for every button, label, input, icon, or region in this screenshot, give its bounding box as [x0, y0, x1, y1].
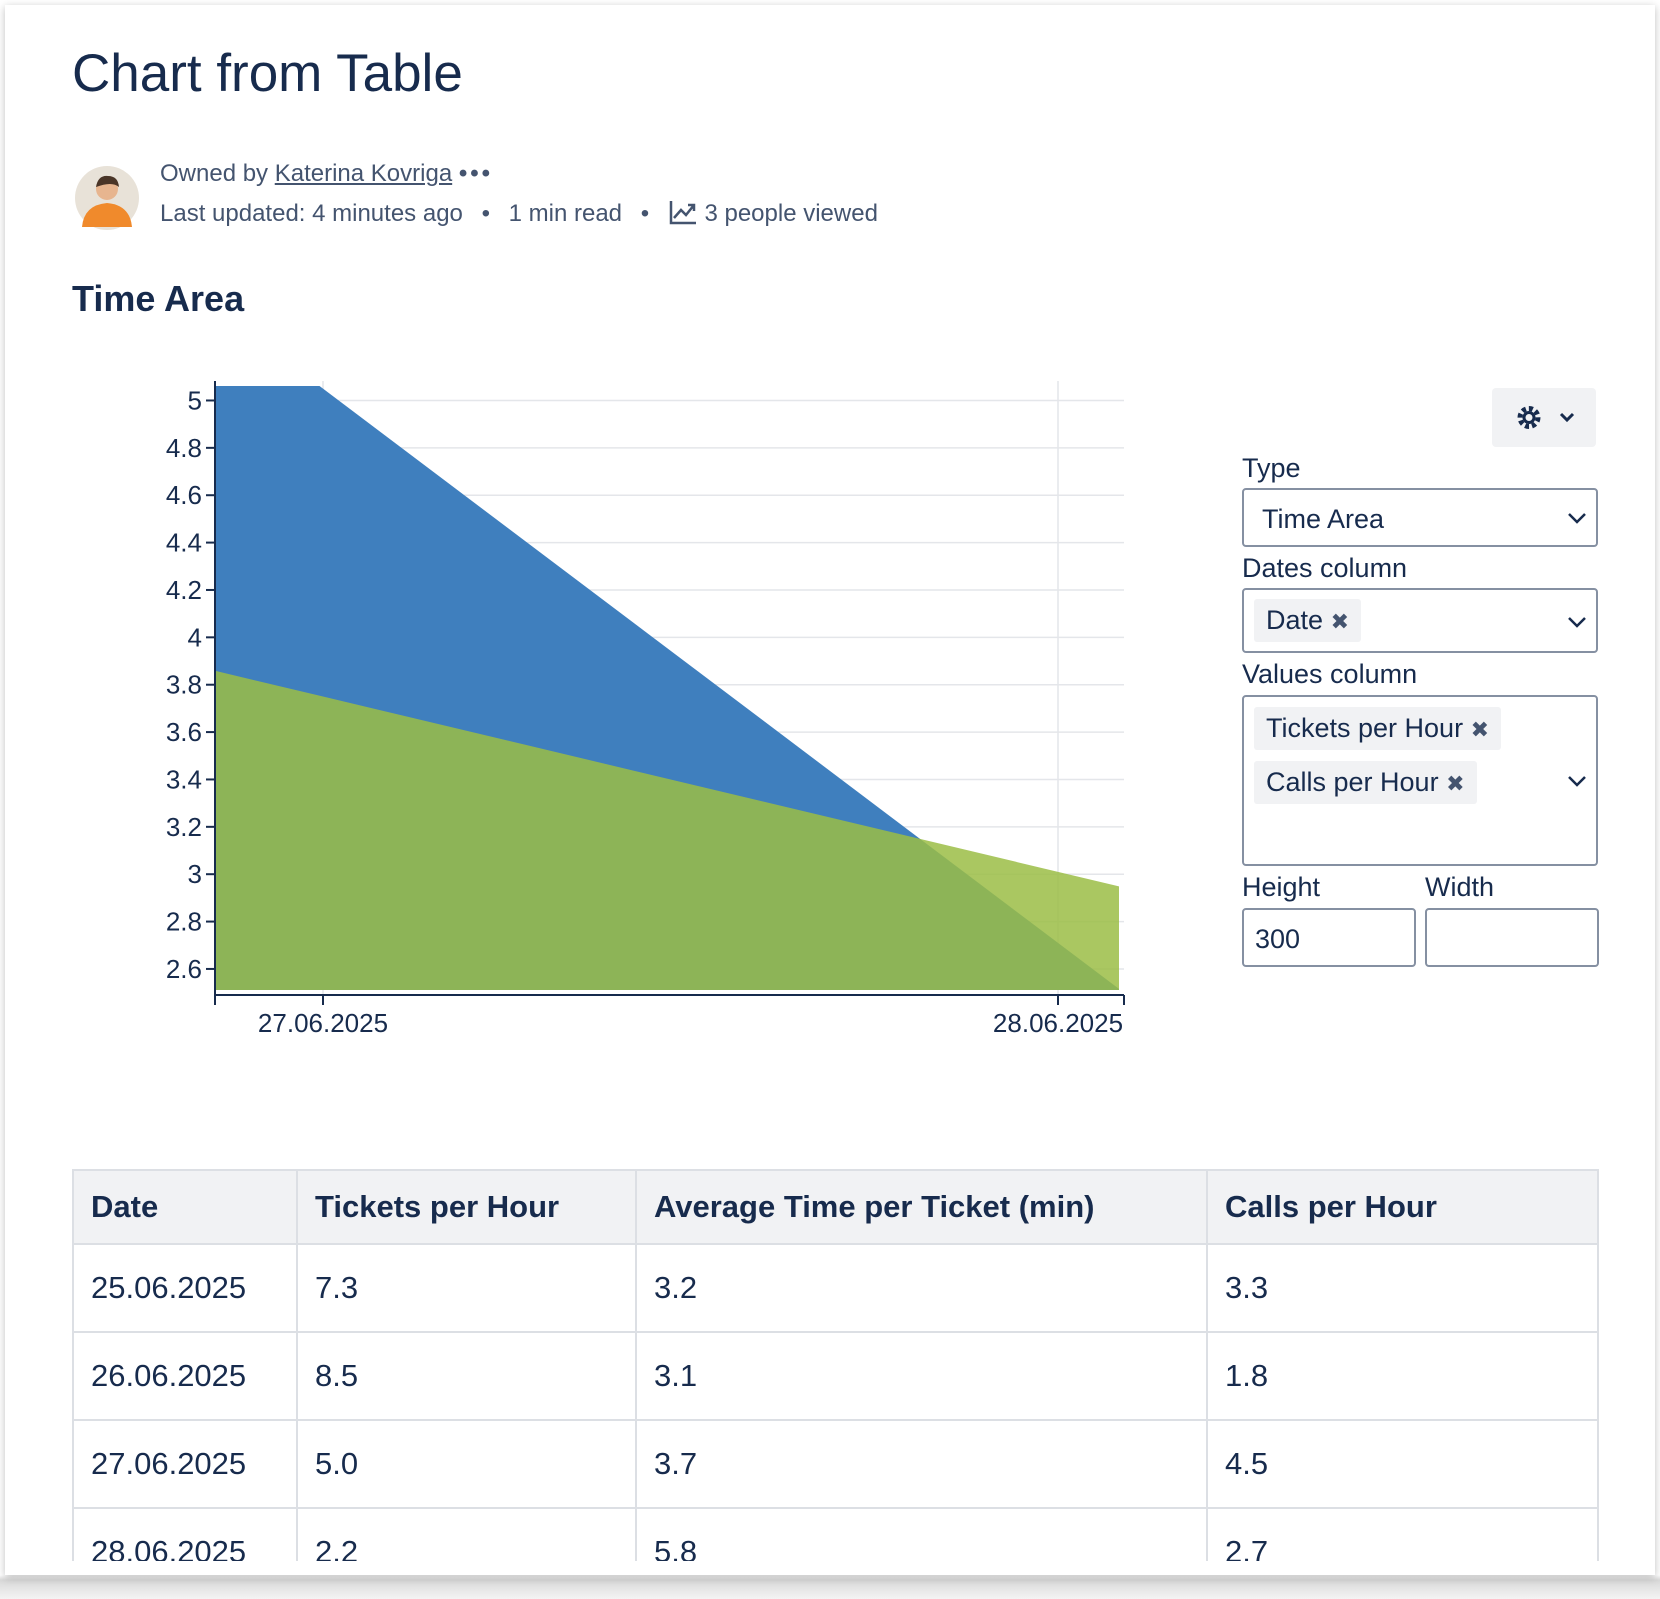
column-header: Calls per Hour [1206, 1169, 1599, 1245]
separator: • [640, 200, 650, 227]
chevron [1568, 617, 1586, 628]
table-cell: 3.1 [635, 1331, 1208, 1421]
area-series [215, 670, 1119, 990]
page-title: Chart from Table [72, 44, 463, 103]
remove-tag[interactable]: ✖ [1446, 771, 1465, 796]
y-tick-label: 2.8 [166, 907, 202, 937]
values-label: Values column [1242, 659, 1418, 689]
y-tick-label: 4.4 [166, 528, 202, 558]
analytics-icon [669, 201, 696, 225]
meta-line: Last updated: 4 minutes ago • 1 min read… [160, 198, 878, 228]
table-cell: 3.2 [635, 1243, 1208, 1333]
column-header: Average Time per Ticket (min) [635, 1169, 1208, 1245]
read-time: 1 min read [508, 200, 623, 227]
chevron [1568, 513, 1586, 524]
type-label: Type [1242, 453, 1301, 483]
table-row: 27.06.2025 5.0 3.7 4.5 [72, 1419, 1599, 1509]
table-row: 26.06.2025 8.5 3.1 1.8 [72, 1331, 1599, 1421]
table-cell: 2.2 [296, 1507, 637, 1561]
x-tick-label: 27.06.2025 [258, 1008, 388, 1038]
table-wrap: Date Tickets per Hour Average Time per Tic… [72, 1169, 1600, 1561]
table-cell: 5.8 [635, 1507, 1208, 1561]
table-row: 28.06.2025 2.2 5.8 2.7 [72, 1507, 1599, 1561]
tag-text: Calls per Hour [1266, 767, 1439, 797]
height-value: 300 [1255, 924, 1301, 954]
value-tag: Tickets per Hour ✖ [1254, 707, 1502, 750]
chart: 2.6 2.8 3 3.2 3.4 3.6 3.8 4 4.2 4.4 4.6 4.8 5 27.06.2… [166, 381, 1125, 1038]
more-menu[interactable]: ••• [458, 160, 494, 187]
value-tag: Calls per Hour ✖ [1254, 761, 1477, 804]
width-input[interactable] [1425, 908, 1599, 967]
y-tick-label: 3.6 [166, 717, 202, 747]
avatar[interactable] [74, 165, 140, 231]
column-header: Tickets per Hour [296, 1169, 637, 1245]
values-select[interactable]: Tickets per Hour ✖ Calls per Hour ✖ [1242, 695, 1598, 866]
remove-tag[interactable]: ✖ [1330, 609, 1349, 634]
table-cell: 5.0 [296, 1419, 637, 1509]
table-cell: 26.06.2025 [72, 1331, 298, 1421]
type-value: Time Area [1262, 504, 1385, 534]
header-row: Date Tickets per Hour Average Time per Tic… [72, 1169, 1599, 1245]
table-cell: 25.06.2025 [72, 1243, 298, 1333]
table-cell: 7.3 [296, 1243, 637, 1333]
type-select[interactable]: Time Area [1242, 488, 1598, 547]
table-cell: 4.5 [1206, 1419, 1599, 1509]
y-tick-label: 5 [188, 385, 202, 415]
plot-area [215, 386, 1119, 990]
height-label: Height [1242, 872, 1321, 902]
owner-link[interactable]: Katerina Kovriga [274, 160, 453, 187]
chevron [1568, 776, 1586, 787]
last-updated: Last updated: 4 minutes ago [160, 200, 463, 227]
width-label: Width [1425, 872, 1495, 902]
section-title: Time Area [72, 278, 245, 319]
page-card: Chart from Table Owned by Katerina Kovri… [5, 5, 1655, 1575]
y-tick-label: 4.8 [166, 433, 202, 463]
settings-button[interactable] [1492, 388, 1596, 447]
tag-text: Tickets per Hour [1266, 713, 1464, 743]
gear-icon [1517, 406, 1575, 429]
table-cell: 2.7 [1206, 1507, 1599, 1561]
y-tick-label: 3.2 [166, 812, 202, 842]
table-cell: 28.06.2025 [72, 1507, 298, 1561]
table-cell: 3.3 [1206, 1243, 1599, 1333]
height-input[interactable]: 300 [1242, 908, 1416, 967]
separator: • [481, 200, 490, 227]
y-tick-label: 3.4 [166, 764, 202, 794]
y-tick-label: 3 [188, 859, 202, 889]
table-cell: 8.5 [296, 1331, 637, 1421]
y-tick-label: 3.8 [166, 670, 202, 700]
tag-text: Date [1266, 605, 1324, 635]
y-tick-label: 4.2 [166, 575, 202, 605]
table-cell: 1.8 [1206, 1331, 1599, 1421]
owner-prefix: Owned by [160, 160, 269, 187]
remove-tag[interactable]: ✖ [1470, 717, 1490, 742]
y-tick-label: 2.6 [166, 954, 202, 984]
table-row: 25.06.2025 7.3 3.2 3.3 [72, 1243, 1599, 1333]
owner-line: Owned by Katerina Kovriga ••• [160, 160, 493, 188]
column-header: Date [72, 1169, 298, 1245]
y-tick-label: 4 [188, 622, 202, 652]
dates-select[interactable]: Date ✖ [1242, 588, 1598, 653]
date-tag: Date ✖ [1254, 599, 1361, 642]
y-tick-label: 4.6 [166, 480, 202, 510]
table-cell: 27.06.2025 [72, 1419, 298, 1509]
data-table: Date Tickets per Hour Average Time per Tic… [72, 1169, 1599, 1561]
table-cell: 3.7 [635, 1419, 1208, 1509]
x-tick-label: 28.06.2025 [993, 1008, 1123, 1038]
dates-label: Dates column [1242, 553, 1408, 583]
views[interactable]: 3 people viewed [704, 200, 878, 227]
